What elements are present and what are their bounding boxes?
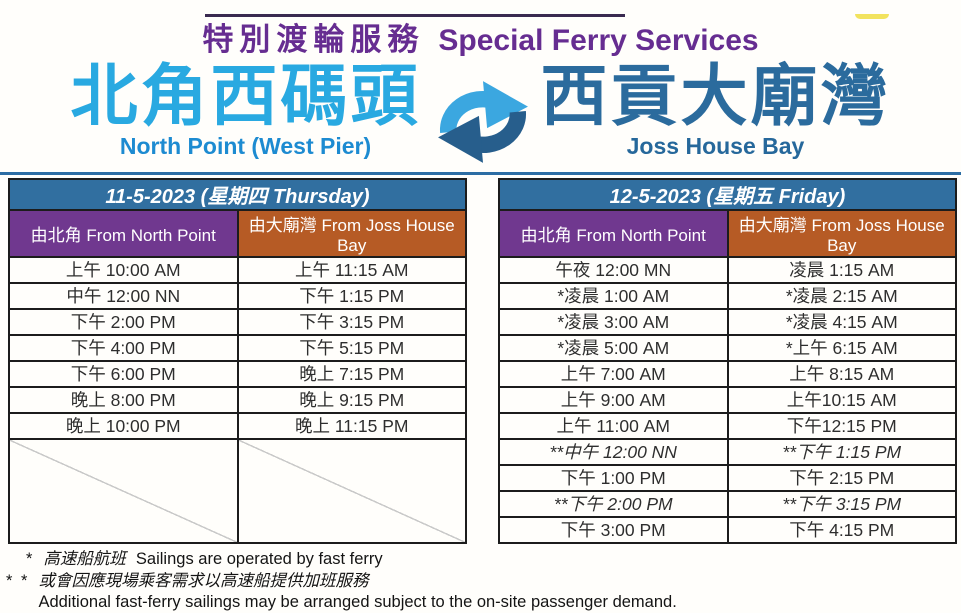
departure-time-cell: *凌晨 4:15 AM [726,308,957,336]
schedule-table-friday: 12-5-2023 (星期五 Friday) 由北角 From North Po… [498,178,957,544]
departure-time-cell: 下午 2:15 PM [726,464,957,492]
departure-time-cell: 下午 1:15 PM [236,282,467,310]
departure-time-cell: 晚上 10:00 PM [8,412,239,440]
table-row: 晚上 10:00 PM 晚上 11:15 PM [8,412,467,440]
departure-time-cell: *上午 6:15 AM [726,334,957,362]
column-header-from-north-point: 由北角 From North Point [498,209,729,258]
table-row: 中午 12:00 NN 下午 1:15 PM [8,282,467,310]
footnote-additional-sailings: * * 或會因應現場乘客需求以高速船提供加班服務 Additional fast… [0,571,961,613]
empty-cell-diagonal [236,438,467,544]
departure-time-cell: 下午12:15 PM [726,412,957,440]
footnote-text-zh: 或會因應現場乘客需求以高速船提供加班服務 [38,572,369,590]
table-row: *凌晨 5:00 AM *上午 6:15 AM [498,334,957,362]
table-row: 午夜 12:00 MN 凌晨 1:15 AM [498,256,957,284]
table-row: *凌晨 1:00 AM *凌晨 2:15 AM [498,282,957,310]
departure-time-cell: 凌晨 1:15 AM [726,256,957,284]
departure-time-cell: 下午 1:00 PM [498,464,729,492]
footnote-fast-ferry: * 高速船航班 Sailings are operated by fast fe… [0,549,961,570]
origin-pier: 北角西碼頭 North Point (West Pier) [71,61,421,160]
destination-bay: 西貢大廟灣 Joss House Bay [541,61,891,160]
schedule-table-thursday: 11-5-2023 (星期四 Thursday) 由北角 From North … [8,178,467,544]
table-row: 下午 6:00 PM 晚上 7:15 PM [8,360,467,388]
departure-time-cell: 晚上 8:00 PM [8,386,239,414]
empty-row [8,438,467,544]
swap-arrows-icon [437,81,528,163]
departure-time-cell: **下午 3:15 PM [726,490,957,518]
schedule-tables: 11-5-2023 (星期四 Thursday) 由北角 From North … [0,178,961,544]
departure-time-cell: 上午 8:15 AM [726,360,957,388]
departure-time-cell: 下午 4:15 PM [726,516,957,544]
departure-time-cell: 晚上 9:15 PM [236,386,467,414]
table-row: 上午 10:00 AM 上午 11:15 AM [8,256,467,284]
departure-time-cell: **下午 1:15 PM [726,438,957,466]
departure-time-cell: 上午 7:00 AM [498,360,729,388]
table-row-fast-ferry-extra: **下午 2:00 PM **下午 3:15 PM [498,490,957,518]
departure-time-cell: 上午 11:15 AM [236,256,467,284]
footnote-marker: * [26,550,35,568]
table-row: 上午 7:00 AM 上午 8:15 AM [498,360,957,388]
origin-title-zh: 北角西碼頭 [70,59,421,134]
origin-title-en: North Point (West Pier) [119,133,372,159]
table-row: 下午 3:00 PM 下午 4:15 PM [498,516,957,544]
departure-time-cell: *凌晨 2:15 AM [726,282,957,310]
departure-time-cell: *凌晨 5:00 AM [498,334,729,362]
departure-time-cell: 下午 2:00 PM [8,308,239,336]
departure-time-cell: 晚上 11:15 PM [236,412,467,440]
footnotes: * 高速船航班 Sailings are operated by fast fe… [0,549,961,613]
table-row: 晚上 8:00 PM 晚上 9:15 PM [8,386,467,414]
table-row: 下午 1:00 PM 下午 2:15 PM [498,464,957,492]
departure-time-cell: 上午10:15 AM [726,386,957,414]
footnote-text-zh: 高速船航班 [43,550,126,568]
departure-time-cell: 上午 11:00 AM [498,412,729,440]
top-yellow-decoration [855,14,889,19]
footnote-text-en: Additional fast-ferry sailings may be ar… [38,593,677,611]
departure-time-cell: 下午 6:00 PM [8,360,239,388]
footnote-marker: * * [6,572,30,590]
ferry-service-notice: 特別渡輪服務 Special Ferry Services 北角西碼頭 North… [0,14,961,611]
departure-time-cell: **下午 2:00 PM [498,490,729,518]
column-header-from-joss-house-bay: 由大廟灣 From Joss House Bay [236,209,467,258]
page-title-zh: 特別渡輪服務 [202,22,425,57]
departure-time-cell: 下午 3:00 PM [498,516,729,544]
column-header-from-joss-house-bay: 由大廟灣 From Joss House Bay [726,209,957,258]
horizontal-divider [0,172,961,175]
departure-time-cell: 中午 12:00 NN [8,282,239,310]
footnote-text-en: Sailings are operated by fast ferry [135,550,383,568]
departure-time-cell: 下午 4:00 PM [8,334,239,362]
departure-time-cell: *凌晨 1:00 AM [498,282,729,310]
top-cropped-strip [205,14,625,17]
departure-time-cell: 晚上 7:15 PM [236,360,467,388]
column-header-from-north-point: 由北角 From North Point [8,209,239,258]
destination-title-zh: 西貢大廟灣 [540,59,891,134]
departure-time-cell: 上午 10:00 AM [8,256,239,284]
destination-title-en: Joss House Bay [626,133,805,159]
departure-time-cell: 上午 9:00 AM [498,386,729,414]
departure-time-cell: 下午 3:15 PM [236,308,467,336]
table-row: *凌晨 3:00 AM *凌晨 4:15 AM [498,308,957,336]
departure-time-cell: 午夜 12:00 MN [498,256,729,284]
table-row: 上午 9:00 AM 上午10:15 AM [498,386,957,414]
table-row: 下午 2:00 PM 下午 3:15 PM [8,308,467,336]
route-banner: 北角西碼頭 North Point (West Pier) 西貢大廟灣 Joss… [0,61,961,169]
date-header-friday: 12-5-2023 (星期五 Friday) [498,178,957,211]
page-title-en: Special Ferry Services [438,24,759,57]
departure-time-cell: *凌晨 3:00 AM [498,308,729,336]
empty-cell-diagonal [8,438,239,544]
departure-time-cell: 下午 5:15 PM [236,334,467,362]
table-row: 下午 4:00 PM 下午 5:15 PM [8,334,467,362]
date-header-thursday: 11-5-2023 (星期四 Thursday) [8,178,467,211]
departure-time-cell: **中午 12:00 NN [498,438,729,466]
table-row-fast-ferry-extra: **中午 12:00 NN **下午 1:15 PM [498,438,957,466]
table-row: 上午 11:00 AM 下午12:15 PM [498,412,957,440]
page-title: 特別渡輪服務 Special Ferry Services [0,14,961,59]
